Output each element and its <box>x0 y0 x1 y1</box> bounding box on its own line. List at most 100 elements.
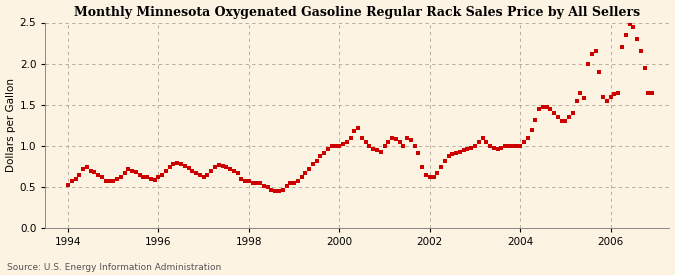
Point <box>417 164 428 169</box>
Point <box>406 138 416 142</box>
Point <box>549 111 560 115</box>
Point <box>564 115 574 119</box>
Point <box>338 142 348 147</box>
Point <box>300 171 310 175</box>
Point <box>74 173 84 177</box>
Point <box>526 127 537 132</box>
Point <box>70 177 81 181</box>
Point <box>206 169 217 173</box>
Point <box>319 150 329 155</box>
Point <box>481 140 491 144</box>
Point <box>398 144 409 148</box>
Point <box>545 107 556 111</box>
Point <box>583 62 593 66</box>
Point <box>353 126 364 130</box>
Point <box>323 146 333 151</box>
Point <box>515 144 526 148</box>
Point <box>251 181 262 185</box>
Point <box>277 188 288 192</box>
Point <box>194 173 205 177</box>
Point <box>82 164 92 169</box>
Point <box>259 183 269 188</box>
Point <box>537 104 548 109</box>
Point <box>632 37 643 41</box>
Point <box>394 140 405 144</box>
Point <box>273 189 284 194</box>
Title: Monthly Minnesota Oxygenated Gasoline Regular Rack Sales Price by All Sellers: Monthly Minnesota Oxygenated Gasoline Re… <box>74 6 641 18</box>
Point <box>85 169 96 173</box>
Point <box>421 173 431 177</box>
Point <box>620 33 631 37</box>
Point <box>254 181 265 185</box>
Point <box>198 174 209 179</box>
Point <box>240 179 250 184</box>
Point <box>439 159 450 163</box>
Point <box>342 140 352 144</box>
Point <box>66 179 77 184</box>
Point <box>213 163 224 167</box>
Point <box>409 144 420 148</box>
Point <box>443 154 454 158</box>
Point <box>500 144 510 148</box>
Point <box>217 164 228 168</box>
Point <box>560 119 571 123</box>
Point <box>78 167 88 171</box>
Point <box>613 90 624 95</box>
Point <box>428 174 439 179</box>
Point <box>360 140 371 144</box>
Point <box>390 137 401 142</box>
Point <box>364 144 375 148</box>
Point <box>153 175 164 180</box>
Y-axis label: Dollars per Gallon: Dollars per Gallon <box>5 78 16 172</box>
Point <box>534 107 545 111</box>
Point <box>228 169 239 173</box>
Point <box>225 167 236 171</box>
Point <box>89 170 100 175</box>
Point <box>379 144 390 148</box>
Point <box>435 164 446 169</box>
Point <box>530 117 541 122</box>
Point <box>221 165 232 170</box>
Point <box>115 174 126 179</box>
Point <box>345 136 356 140</box>
Point <box>334 144 345 148</box>
Point <box>266 188 277 192</box>
Point <box>101 178 111 183</box>
Point <box>368 146 379 151</box>
Point <box>579 96 590 100</box>
Point <box>425 175 435 180</box>
Point <box>130 170 141 175</box>
Point <box>191 171 202 175</box>
Point <box>447 152 458 156</box>
Point <box>477 136 488 140</box>
Point <box>647 90 657 95</box>
Point <box>149 178 160 182</box>
Point <box>311 159 322 163</box>
Point <box>289 181 300 185</box>
Point <box>383 140 394 144</box>
Point <box>270 189 281 194</box>
Point <box>556 119 567 123</box>
Point <box>575 90 586 95</box>
Point <box>473 140 484 144</box>
Point <box>402 136 412 140</box>
Point <box>285 181 296 185</box>
Point <box>164 164 175 169</box>
Point <box>413 150 424 155</box>
Point <box>134 173 145 177</box>
Point <box>244 179 254 184</box>
Point <box>187 169 198 173</box>
Point <box>123 167 134 171</box>
Point <box>247 181 258 185</box>
Point <box>522 136 533 140</box>
Point <box>485 144 495 148</box>
Point <box>108 178 119 183</box>
Point <box>97 175 107 180</box>
Point <box>372 148 383 152</box>
Point <box>315 154 326 158</box>
Point <box>466 145 477 150</box>
Point <box>180 164 190 168</box>
Point <box>597 94 608 99</box>
Point <box>541 104 552 109</box>
Point <box>605 94 616 99</box>
